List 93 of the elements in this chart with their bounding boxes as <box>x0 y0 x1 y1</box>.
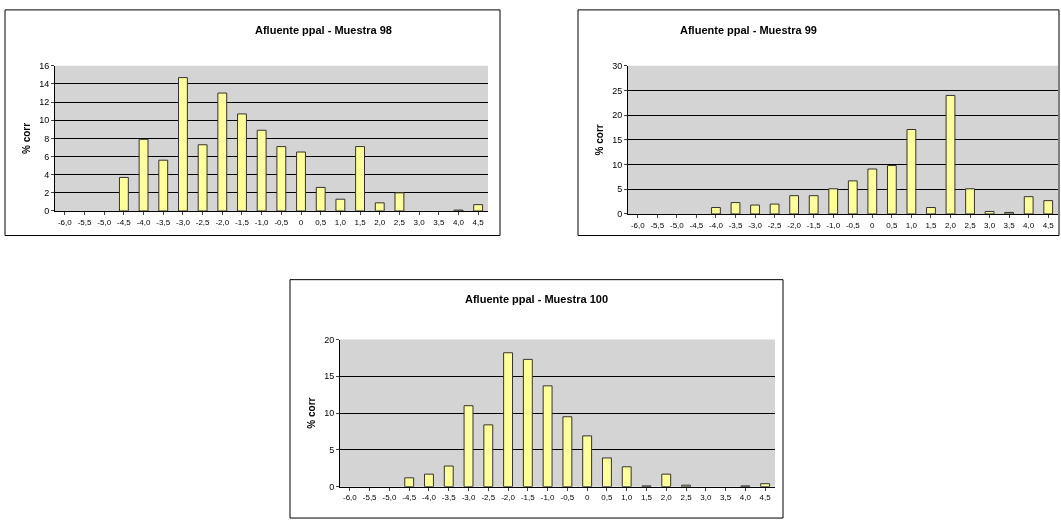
x-tick-label: 2,5 <box>393 217 406 227</box>
y-tick-label: 5 <box>329 445 335 456</box>
x-tick-label: 4,0 <box>739 493 752 503</box>
y-tick-label: 30 <box>612 60 623 71</box>
x-tick-label: -2,5 <box>767 220 783 230</box>
y-tick-label: 15 <box>612 135 623 146</box>
x-tick-label: -0,5 <box>845 220 861 230</box>
x-tick-label: 4,5 <box>1042 220 1055 230</box>
x-tick-label: 2,0 <box>660 493 673 503</box>
x-tick-label: -0,5 <box>274 217 289 227</box>
x-tick-label: 4,0 <box>1023 220 1035 230</box>
x-tick-label: -6,0 <box>630 220 646 230</box>
x-tick-label: 4,0 <box>452 217 465 227</box>
y-tick-label: 10 <box>324 408 335 419</box>
y-tick-label: 4 <box>44 169 50 180</box>
x-tick-label: -5,0 <box>382 493 397 503</box>
x-tick-label: 0,5 <box>886 220 898 230</box>
y-tick-label: 0 <box>329 481 335 492</box>
x-tick-label: 0 <box>584 493 590 503</box>
x-tick-label: 1,0 <box>334 217 347 227</box>
x-tick-label: -3,5 <box>156 217 171 227</box>
x-tick-label: 2,0 <box>374 217 386 227</box>
x-tick-label: -2,5 <box>195 217 211 227</box>
x-tick-label: 0,5 <box>315 217 327 227</box>
x-tick-label: -3,5 <box>728 220 743 230</box>
x-tick-label: -2,0 <box>787 220 802 230</box>
x-tick-label: -1,5 <box>520 493 536 503</box>
x-tick-label: 0 <box>870 220 876 230</box>
x-tick-label: -5,5 <box>362 493 378 503</box>
x-tick-label: -5,0 <box>669 220 685 230</box>
x-tick-label: 4,5 <box>472 217 485 227</box>
x-tick-label: -1,5 <box>806 220 822 230</box>
y-tick-label: 10 <box>612 159 623 170</box>
y-tick-label: 14 <box>39 79 50 90</box>
y-tick-label: 16 <box>39 60 50 71</box>
y-axis-title: % corr <box>21 122 33 154</box>
x-tick-label: 1,5 <box>640 493 653 503</box>
chart-title: Afluente ppal - Muestra 98 <box>255 24 392 36</box>
x-tick-label: 1,0 <box>905 220 918 230</box>
x-tick-label: 1,0 <box>621 493 633 503</box>
x-tick-label: 3,5 <box>433 217 445 227</box>
x-tick-label: -4,0 <box>709 220 724 230</box>
x-tick-label: -4,0 <box>422 493 437 503</box>
x-tick-label: -5,5 <box>650 220 665 230</box>
x-tick-label: -5,0 <box>97 217 112 227</box>
y-tick-label: 6 <box>44 151 50 162</box>
y-tick-label: 15 <box>324 371 335 382</box>
x-tick-label: -0,5 <box>560 493 575 503</box>
x-tick-label: 2,5 <box>680 493 693 503</box>
x-tick-label: -1,0 <box>254 217 270 227</box>
x-tick-label: -4,5 <box>116 217 132 227</box>
x-tick-label: -2,0 <box>215 217 230 227</box>
x-tick-label: -5,5 <box>77 217 92 227</box>
x-tick-label: 3,0 <box>700 493 712 503</box>
x-tick-label: 1,5 <box>354 217 367 227</box>
y-tick-label: 2 <box>44 188 50 198</box>
y-tick-label: 20 <box>612 110 623 121</box>
x-tick-label: -4,5 <box>689 220 704 230</box>
chart-title: Afluente ppal - Muestra 100 <box>465 293 609 305</box>
x-tick-label: -2,5 <box>481 493 496 503</box>
x-tick-label: -3,0 <box>748 220 763 230</box>
x-tick-label: -6,0 <box>57 217 73 227</box>
x-tick-label: -3,5 <box>441 493 457 503</box>
x-tick-label: 4,5 <box>759 493 772 503</box>
x-tick-label: -1,0 <box>540 493 556 503</box>
x-tick-label: -3,0 <box>176 217 191 227</box>
x-tick-label: -4,0 <box>136 217 152 227</box>
y-axis-title: % corr <box>306 397 318 429</box>
x-tick-label: 2,0 <box>944 220 957 230</box>
y-axis-title: % corr <box>594 124 606 156</box>
x-tick-label: -3,0 <box>461 493 476 503</box>
y-tick-label: 12 <box>39 97 50 108</box>
y-tick-label: 25 <box>612 85 623 96</box>
x-tick-label: 0 <box>298 217 304 227</box>
x-tick-label: 3,5 <box>1003 220 1016 230</box>
x-tick-label: -6,0 <box>342 493 358 503</box>
x-tick-label: 3,0 <box>984 220 996 230</box>
x-tick-label: -2,0 <box>501 493 516 503</box>
x-tick-label: 3,5 <box>720 493 732 503</box>
y-tick-label: 5 <box>617 184 623 195</box>
y-tick-label: 20 <box>324 334 335 345</box>
x-tick-label: 0,5 <box>601 493 614 503</box>
x-tick-label: -1,5 <box>235 217 250 227</box>
x-tick-label: 1,5 <box>925 220 938 230</box>
chart-title: Afluente ppal - Muestra 99 <box>680 24 817 36</box>
x-tick-label: 3,0 <box>413 217 426 227</box>
x-tick-label: -1,0 <box>826 220 841 230</box>
y-tick-label: 0 <box>617 209 623 220</box>
y-tick-label: 10 <box>39 115 50 126</box>
x-tick-label: -4,5 <box>402 493 417 503</box>
y-tick-label: 8 <box>44 133 50 144</box>
x-tick-label: 2,5 <box>964 220 977 230</box>
y-tick-label: 0 <box>44 206 50 217</box>
